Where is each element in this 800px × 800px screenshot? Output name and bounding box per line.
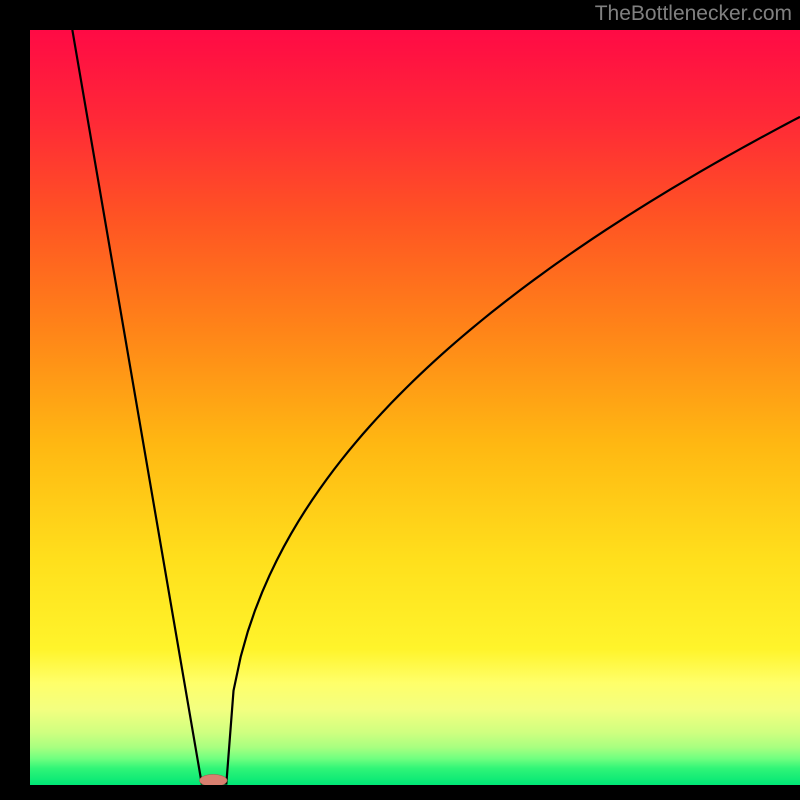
curve-overlay	[30, 30, 800, 785]
bottleneck-curve	[72, 30, 800, 783]
plot-area	[30, 30, 800, 785]
chart-container: TheBottlenecker.com	[0, 0, 800, 800]
minimum-marker	[199, 774, 227, 785]
watermark-text: TheBottlenecker.com	[595, 2, 792, 26]
